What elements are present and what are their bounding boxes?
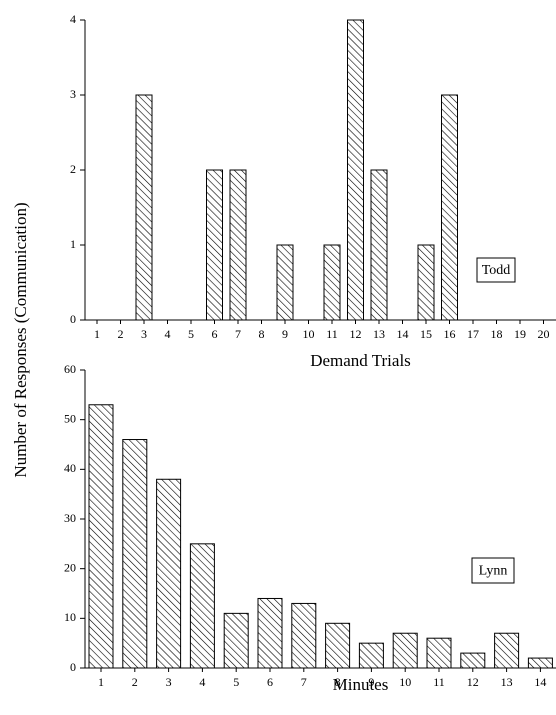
y-tick-label: 30 <box>64 511 76 525</box>
y-tick-label: 50 <box>64 411 76 425</box>
x-tick-label: 14 <box>534 675 546 689</box>
x-tick-label: 10 <box>303 327 315 341</box>
bar <box>347 19 364 321</box>
x-axis-label: Demand Trials <box>310 351 411 370</box>
x-axis-label: Minutes <box>333 675 389 694</box>
y-tick-label: 3 <box>70 87 76 101</box>
bar <box>460 652 486 669</box>
x-tick-label: 9 <box>368 675 374 689</box>
x-tick-label: 8 <box>259 327 265 341</box>
bar <box>257 597 283 669</box>
bar <box>441 94 458 321</box>
y-axis-label: Number of Responses (Communication) <box>11 202 30 477</box>
bar <box>156 478 182 669</box>
x-tick-label: 4 <box>165 327 171 341</box>
x-tick-label: 12 <box>467 675 479 689</box>
x-tick-label: 1 <box>98 675 104 689</box>
bar <box>325 622 351 669</box>
x-tick-label: 6 <box>267 675 273 689</box>
bar <box>426 637 452 669</box>
x-tick-label: 8 <box>335 675 341 689</box>
bar <box>229 169 247 321</box>
y-tick-label: 4 <box>70 12 76 26</box>
x-tick-label: 3 <box>141 327 147 341</box>
annotation-box <box>471 557 515 584</box>
x-tick-label: 5 <box>188 327 194 341</box>
x-tick-label: 17 <box>467 327 479 341</box>
x-tick-label: 15 <box>420 327 432 341</box>
x-tick-label: 14 <box>397 327 409 341</box>
x-tick-label: 2 <box>132 675 138 689</box>
y-tick-label: 40 <box>64 461 76 475</box>
x-tick-label: 12 <box>350 327 362 341</box>
bar <box>223 612 249 669</box>
bar <box>291 602 317 669</box>
x-tick-label: 10 <box>399 675 411 689</box>
annotation: Lynn <box>479 564 508 579</box>
bar <box>358 642 384 669</box>
y-tick-label: 10 <box>64 610 76 624</box>
y-tick-label: 0 <box>70 660 76 674</box>
bar <box>276 244 294 321</box>
x-tick-label: 11 <box>433 675 445 689</box>
y-tick-label: 2 <box>70 162 76 176</box>
x-tick-label: 1 <box>94 327 100 341</box>
x-tick-label: 5 <box>233 675 239 689</box>
bar <box>135 94 153 321</box>
x-tick-label: 20 <box>538 327 550 341</box>
x-tick-label: 18 <box>491 327 503 341</box>
bar <box>323 244 341 321</box>
x-tick-label: 13 <box>373 327 385 341</box>
x-tick-label: 2 <box>118 327 124 341</box>
y-tick-label: 0 <box>70 312 76 326</box>
x-tick-label: 13 <box>501 675 513 689</box>
x-tick-label: 11 <box>326 327 338 341</box>
bar <box>122 439 148 669</box>
bar <box>392 632 418 669</box>
bar <box>417 244 435 321</box>
x-tick-label: 7 <box>301 675 307 689</box>
y-tick-label: 20 <box>64 560 76 574</box>
bar <box>527 657 553 669</box>
x-tick-label: 9 <box>282 327 288 341</box>
x-tick-label: 6 <box>212 327 218 341</box>
bar <box>88 404 114 669</box>
annotation: Todd <box>482 263 511 278</box>
bar <box>189 543 215 669</box>
x-tick-label: 7 <box>235 327 241 341</box>
x-tick-label: 16 <box>444 327 456 341</box>
bar <box>370 169 388 321</box>
x-tick-label: 3 <box>166 675 172 689</box>
x-tick-label: 4 <box>199 675 205 689</box>
bar <box>206 169 223 321</box>
y-tick-label: 60 <box>64 362 76 376</box>
x-tick-label: 19 <box>514 327 526 341</box>
bar <box>494 632 520 669</box>
annotation-box <box>476 257 516 283</box>
y-tick-label: 1 <box>70 237 76 251</box>
